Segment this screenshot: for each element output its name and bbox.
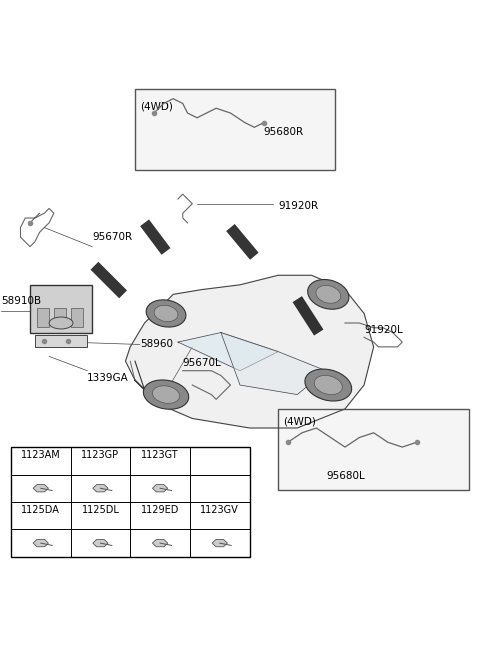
Text: 58960: 58960 — [140, 339, 173, 349]
Bar — [35, 335, 87, 347]
Text: 1123GP: 1123GP — [81, 450, 120, 461]
Text: 95670L: 95670L — [183, 359, 221, 368]
Bar — [71, 307, 83, 327]
Polygon shape — [33, 484, 48, 492]
Text: 1125DA: 1125DA — [21, 505, 60, 516]
Bar — [30, 285, 92, 333]
Text: 1129ED: 1129ED — [141, 505, 179, 516]
Ellipse shape — [154, 306, 178, 322]
Bar — [135, 89, 336, 171]
Text: 95680R: 95680R — [264, 127, 304, 137]
Text: 1123GV: 1123GV — [200, 505, 239, 516]
Text: 91920R: 91920R — [278, 201, 318, 211]
Polygon shape — [178, 333, 278, 371]
Polygon shape — [93, 539, 108, 547]
Bar — [37, 307, 49, 327]
Text: 95680L: 95680L — [326, 471, 365, 481]
Ellipse shape — [144, 380, 189, 409]
Polygon shape — [153, 539, 168, 547]
Ellipse shape — [49, 317, 73, 329]
Text: 1123AM: 1123AM — [21, 450, 60, 461]
Polygon shape — [221, 333, 326, 395]
Ellipse shape — [305, 369, 352, 401]
Text: 58910B: 58910B — [1, 297, 41, 306]
Text: 1125DL: 1125DL — [82, 505, 120, 516]
Text: 1339GA: 1339GA — [87, 373, 129, 383]
Text: 91920L: 91920L — [364, 325, 403, 335]
Text: 95670R: 95670R — [92, 232, 132, 242]
Ellipse shape — [153, 386, 180, 403]
Bar — [54, 307, 66, 327]
Text: (4WD): (4WD) — [283, 416, 316, 426]
Bar — [278, 409, 469, 490]
Text: 1123GT: 1123GT — [141, 450, 179, 461]
Polygon shape — [212, 539, 228, 547]
Ellipse shape — [308, 280, 349, 309]
Polygon shape — [125, 275, 373, 428]
Ellipse shape — [316, 286, 341, 303]
Polygon shape — [33, 539, 48, 547]
Bar — [11, 447, 250, 557]
Text: (4WD): (4WD) — [140, 101, 173, 111]
Polygon shape — [153, 484, 168, 492]
Polygon shape — [93, 484, 108, 492]
Ellipse shape — [314, 375, 342, 395]
Ellipse shape — [146, 300, 186, 327]
